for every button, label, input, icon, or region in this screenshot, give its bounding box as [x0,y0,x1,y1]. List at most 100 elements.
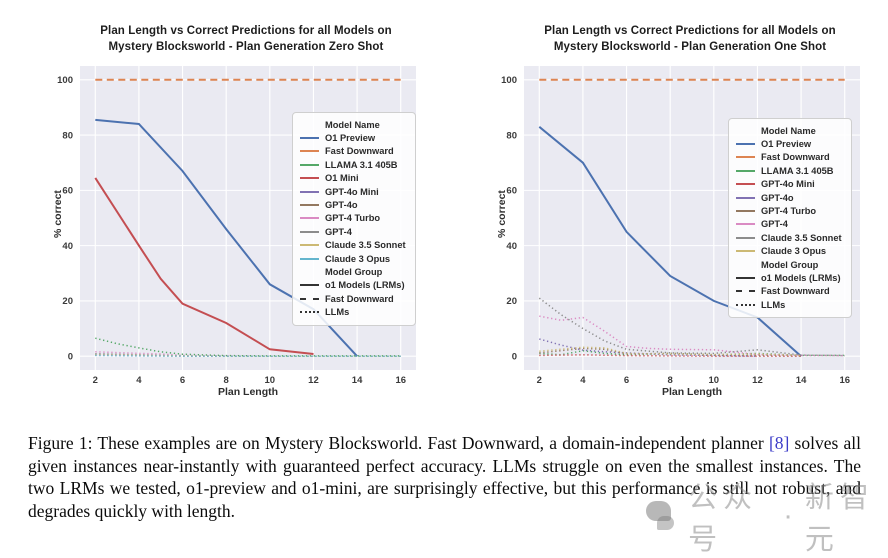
legend-item: Fast Downward [736,151,842,164]
figure-caption: Figure 1: These examples are on Mystery … [28,432,861,522]
legend-item: GPT-4 [736,218,842,231]
x-tick-label: 10 [709,375,720,386]
legend-item: Claude 3 Opus [736,245,842,258]
x-tick-label: 16 [839,375,850,386]
caption-text-before-link: Figure 1: These examples are on Mystery … [28,433,769,453]
y-tick-label: 60 [62,186,73,197]
legend-swatch [300,163,319,166]
legend-swatch [300,257,319,260]
legend-zero-shot: Model Name O1 Preview Fast Downward LLAMA 3… [292,112,416,326]
y-tick-label: 20 [62,296,73,307]
legend-item: Fast Downward [736,285,842,298]
legend-swatch [736,290,755,293]
y-tick-label: 0 [68,351,73,362]
legend-label: Claude 3 Opus [761,246,827,257]
legend-header: Model Name [736,124,842,137]
legend-swatch [736,156,755,159]
legend-label: O1 Preview [325,133,376,144]
legend-label: Fast Downward [761,286,830,297]
legend-label: GPT-4o [761,192,794,203]
citation-link[interactable]: [8] [768,433,790,453]
legend-header: Model Group [736,258,842,271]
legend-item: o1 Models (LRMs) [736,271,842,284]
legend-label: GPT-4 Turbo [761,206,817,217]
tick-labels: 2 4 6 8 10 12 14 16 0 20 40 60 80 100 [501,75,850,386]
legend-swatch [736,276,755,279]
x-tick-label: 6 [180,375,185,386]
legend-label: Model Name [325,119,380,130]
legend-label: GPT-4 [325,226,352,237]
legend-label: O1 Preview [761,139,812,150]
legend-swatch [300,230,319,233]
legend-label: Claude 3.5 Sonnet [325,240,406,251]
chart-plan-generation-zero-shot: Plan Length vs Correct Predictions for a… [0,8,444,420]
legend-swatch [736,169,755,172]
x-axis-label: Plan Length [217,386,279,398]
tick-labels: 2 4 6 8 10 12 14 16 0 20 40 60 80 100 [57,75,406,386]
legend-swatch [736,143,755,146]
legend-item: GPT-4 Turbo [300,212,406,225]
legend-label: o1 Models (LRMs) [761,272,841,283]
x-tick-label: 14 [796,375,807,386]
x-tick-label: 16 [395,375,406,386]
legend-swatch [736,223,755,226]
y-tick-label: 100 [57,75,73,86]
legend-label: Model Name [761,125,816,136]
legend-item: O1 Mini [300,172,406,185]
legend-item: Claude 3.5 Sonnet [300,239,406,252]
series-line-claude-3-opus [95,354,401,357]
series-line-claude-3-5-sonnet [538,297,845,357]
legend-swatch [300,137,319,140]
legend-swatch [300,297,319,300]
x-tick-label: 12 [308,375,319,386]
legend-label: GPT-4 Turbo [325,213,381,224]
x-tick-label: 4 [580,375,586,386]
legend-swatch [300,190,319,193]
legend-swatch [736,210,755,213]
legend-swatch [736,250,755,253]
legend-swatch [300,150,319,153]
legend-swatch [300,177,319,180]
x-tick-label: 2 [537,375,542,386]
legend-label: Fast Downward [325,293,394,304]
legend-item: Fast Downward [300,145,406,158]
legend-label: Fast Downward [761,152,830,163]
legend-item: O1 Preview [300,131,406,144]
x-tick-label: 8 [224,375,229,386]
y-tick-label: 20 [506,296,517,307]
caption-text-after-link: solves all given instances near-instantl… [28,433,861,521]
legend-swatch [736,236,755,239]
legend-one-shot: Model Name O1 Preview Fast Downward LLAMA 3… [728,118,852,319]
legend-item: GPT-4o Mini [736,178,842,191]
legend-item: GPT-4o Mini [300,185,406,198]
legend-label: GPT-4o [325,200,358,211]
y-tick-label: 80 [62,130,73,141]
y-tick-label: 40 [62,241,73,252]
legend-label: Claude 3 Opus [325,253,391,264]
legend-label: LLAMA 3.1 405B [761,165,834,176]
y-tick-label: 100 [501,75,517,86]
legend-item: Claude 3.5 Sonnet [736,231,842,244]
y-tick-label: 80 [506,130,517,141]
legend-header: Model Group [300,265,406,278]
legend-item: Claude 3 Opus [300,252,406,265]
legend-item: LLAMA 3.1 405B [736,164,842,177]
y-tick-label: 40 [506,241,517,252]
legend-label: GPT-4 [761,219,788,230]
legend-swatch [736,196,755,199]
chart-title-zero-shot: Plan Length vs Correct Predictions for a… [100,25,392,53]
legend-label: LLMs [325,307,350,318]
legend-item: O1 Preview [736,137,842,150]
legend-item: Fast Downward [300,292,406,305]
x-tick-label: 8 [668,375,673,386]
legend-swatch [300,244,319,247]
x-tick-label: 6 [624,375,629,386]
chart-title-one-shot: Plan Length vs Correct Predictions for a… [544,25,836,53]
y-tick-label: 60 [506,186,517,197]
legend-item: GPT-4o [736,191,842,204]
x-axis-label: Plan Length [661,386,723,398]
legend-swatch [736,183,755,186]
legend-swatch [300,204,319,207]
x-tick-label: 2 [93,375,98,386]
legend-item: GPT-4 [300,225,406,238]
